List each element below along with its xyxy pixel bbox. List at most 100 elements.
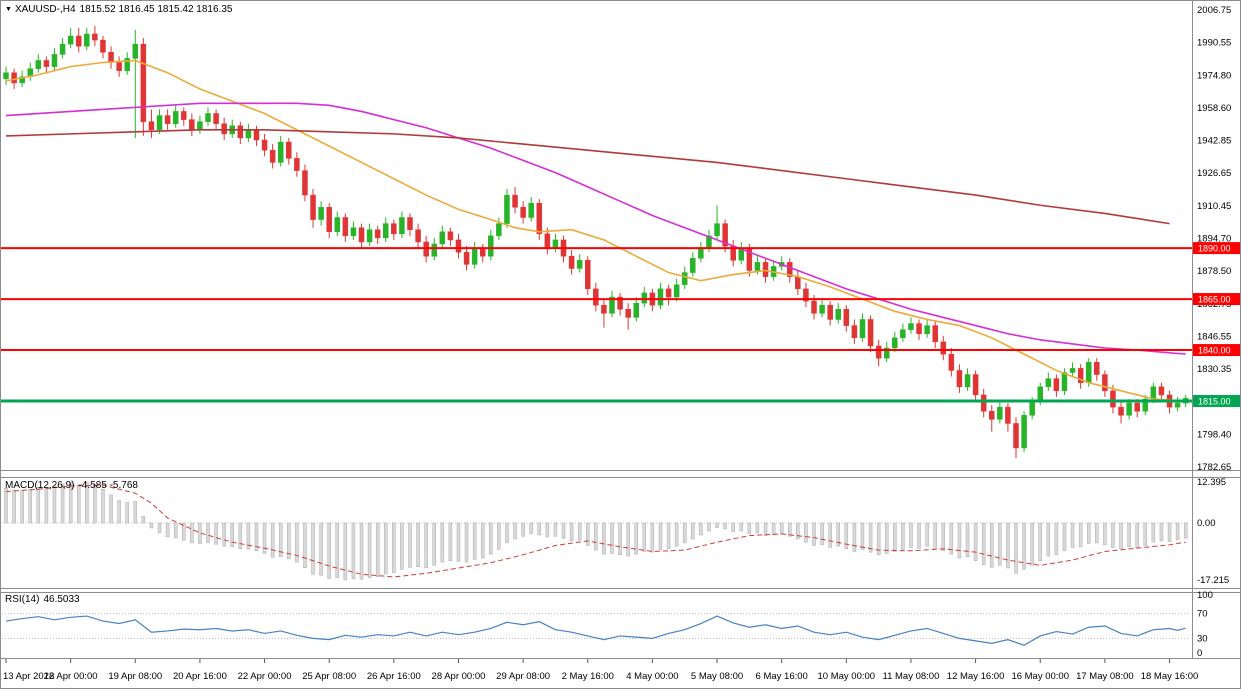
macd-histogram-bar xyxy=(715,522,719,528)
macd-histogram-bar xyxy=(691,522,695,540)
time-axis-label: 10 May 00:00 xyxy=(818,671,876,682)
rsi-line xyxy=(5,615,1186,646)
macd-histogram-bar xyxy=(1143,522,1148,546)
macd-histogram-bar xyxy=(634,522,638,555)
price-tag-label[interactable]: 1865.00 xyxy=(1198,295,1231,305)
candle-body xyxy=(75,35,82,47)
macd-histogram-bar xyxy=(1127,522,1131,548)
candle-body xyxy=(221,123,227,135)
candle-body xyxy=(811,300,817,314)
candle-body xyxy=(471,247,478,265)
price-tag[interactable] xyxy=(1193,395,1240,408)
macd-histogram-bar xyxy=(182,522,186,541)
macd-histogram-bar xyxy=(359,522,364,580)
candle-body xyxy=(698,247,704,259)
macd-histogram-bar xyxy=(60,483,65,524)
candle-body xyxy=(819,304,825,314)
ma-slow-line xyxy=(5,129,1170,225)
macd-histogram-bar xyxy=(1111,522,1115,548)
time-scale[interactable] xyxy=(0,659,1241,689)
candle-body xyxy=(189,119,195,131)
price-tag-label[interactable]: 1815.00 xyxy=(1198,397,1231,407)
candle-body xyxy=(714,223,720,237)
macd-histogram-bar xyxy=(529,522,533,534)
macd-histogram-bar xyxy=(157,522,162,534)
candle-body xyxy=(84,33,90,47)
macd-histogram-bar xyxy=(771,522,776,536)
candle-body xyxy=(269,149,276,163)
time-axis-label: 16 May 00:00 xyxy=(1011,671,1069,682)
macd-histogram-bar xyxy=(820,522,824,546)
price-tag-label[interactable]: 1890.00 xyxy=(1198,244,1231,254)
candle-body xyxy=(455,239,462,253)
candle-body xyxy=(383,223,389,239)
macd-header: MACD(12,26,9) -4.585 -5.768 xyxy=(5,480,142,492)
price-tag-label[interactable]: 1840.00 xyxy=(1198,346,1231,356)
macd-histogram-bar xyxy=(521,522,525,537)
macd-histogram-bar xyxy=(392,522,396,573)
macd-histogram-bar xyxy=(747,522,752,534)
candle-body xyxy=(795,276,801,290)
time-axis-label: 19 Apr 08:00 xyxy=(108,671,162,682)
candle-body xyxy=(1045,378,1052,388)
candle-body xyxy=(536,202,543,235)
price-axis-label: 2006.75 xyxy=(1197,5,1231,16)
candle-body xyxy=(11,72,17,84)
time-axis-label: 5 May 08:00 xyxy=(691,671,743,682)
candle-body xyxy=(504,194,510,224)
macd-histogram-bar xyxy=(836,522,840,547)
candle-body xyxy=(665,288,672,298)
candle-body xyxy=(657,288,664,306)
time-axis-label: 18 May 16:00 xyxy=(1141,671,1199,682)
candle-body xyxy=(1174,402,1181,408)
macd-histogram-bar xyxy=(755,522,760,534)
candle-body xyxy=(1053,378,1060,392)
macd-histogram-bar xyxy=(1103,522,1107,546)
price-axis-label: 1878.50 xyxy=(1197,266,1231,277)
price-tag[interactable] xyxy=(1193,242,1240,255)
candle-body xyxy=(754,262,761,271)
candle-body xyxy=(358,227,365,243)
candle-body xyxy=(512,194,518,208)
candle-body xyxy=(924,325,930,334)
macd-histogram-bar xyxy=(561,522,566,539)
candle-body xyxy=(762,262,769,277)
candle-body xyxy=(479,247,486,257)
candle-body xyxy=(956,370,963,388)
macd-histogram-bar xyxy=(1022,522,1026,570)
rsi-axis-label: 100 xyxy=(1197,590,1213,601)
macd-histogram-bar xyxy=(941,522,946,552)
macd-histogram-bar xyxy=(707,522,711,532)
price-scale[interactable] xyxy=(1192,0,1241,658)
candle-body xyxy=(908,323,914,330)
price-tag[interactable] xyxy=(1193,293,1240,306)
macd-histogram-bar xyxy=(125,502,129,524)
rsi-axis-label: 30 xyxy=(1197,633,1208,644)
candle-body xyxy=(132,43,139,59)
symbol-dropdown-icon[interactable]: ▼ xyxy=(5,6,12,13)
candle-body xyxy=(374,229,381,239)
macd-histogram-bar xyxy=(828,522,832,548)
candle-body xyxy=(1094,362,1100,375)
candle-body xyxy=(1077,368,1084,383)
macd-histogram-bar xyxy=(804,522,808,543)
candle-body xyxy=(213,113,219,124)
macd-histogram-bar xyxy=(109,494,113,524)
candle-body xyxy=(124,58,130,71)
macd-histogram-bar xyxy=(101,488,105,524)
macd-histogram-bar xyxy=(270,522,275,558)
price-tag[interactable] xyxy=(1193,344,1240,357)
macd-histogram-bar xyxy=(262,522,267,554)
time-axis-label: 29 Apr 08:00 xyxy=(496,671,550,682)
macd-histogram-bar xyxy=(998,522,1002,566)
macd-histogram-bar xyxy=(513,522,517,540)
macd-histogram-bar xyxy=(1086,522,1091,544)
candle-body xyxy=(641,292,648,304)
candle-body xyxy=(827,304,833,320)
macd-histogram-bar xyxy=(351,522,356,580)
macd-histogram-bar xyxy=(311,522,315,575)
candle-body xyxy=(294,158,300,171)
macd-histogram-bar xyxy=(165,522,170,538)
macd-histogram-bar xyxy=(553,522,558,537)
